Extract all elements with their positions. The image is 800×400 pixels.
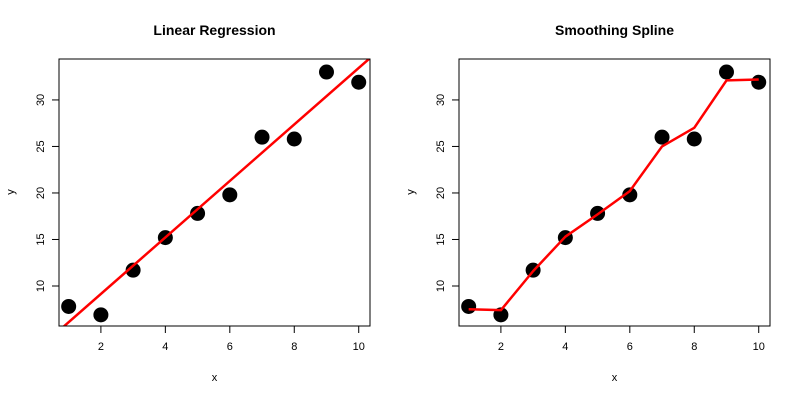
data-point [318,64,334,80]
data-point [61,298,77,314]
x-axis-label: x [212,372,218,384]
panel-linear-regression: Linear Regression x y 2 4 6 8 10 10 15 20 25 30 [5,22,371,384]
x-tick-label: 6 [627,341,633,353]
y-tick-label: 25 [35,140,47,152]
data-point [351,74,367,90]
data-point [686,131,702,147]
fit-line [62,59,370,326]
plot-box [58,58,371,327]
fit-line [468,78,759,312]
y-tick-label: 20 [35,187,47,199]
x-tick-label: 10 [353,341,365,353]
x-tick-label: 2 [98,341,104,353]
y-tick-label: 30 [435,94,447,106]
data-point [190,205,206,221]
x-tick-label: 8 [691,341,697,353]
y-tick-label: 25 [435,140,447,152]
x-axis-label: x [612,372,618,384]
y-tick-label: 10 [35,280,47,292]
chart-title: Linear Regression [153,22,275,38]
data-point [222,187,238,203]
data-point [718,64,734,80]
y-tick-label: 30 [35,94,47,106]
y-tick-label: 15 [35,233,47,245]
x-tick-label: 4 [162,341,168,353]
data-point [254,129,270,145]
data-point [286,131,302,147]
y-axis-label: y [405,189,417,195]
data-point [125,262,141,278]
y-tick-label: 20 [435,187,447,199]
x-tick-label: 2 [498,341,504,353]
plot-marks: 2 4 6 8 10 10 15 20 25 30 [35,58,371,353]
chart-title: Smoothing Spline [555,22,674,38]
data-point [654,129,670,145]
x-tick-label: 6 [227,341,233,353]
x-tick-label: 4 [562,341,568,353]
y-tick-label: 15 [435,233,447,245]
data-point [622,187,638,203]
data-point [751,74,767,90]
plot-box [458,58,771,327]
y-tick-label: 10 [435,280,447,292]
x-tick-label: 10 [753,341,765,353]
plot-marks: 2 4 6 8 10 10 15 20 25 30 [435,58,771,353]
y-axis-label: y [5,189,17,195]
data-point [461,298,477,314]
panel-smoothing-spline: Smoothing Spline x y 2 4 6 8 10 10 15 20 25 30 [405,22,771,384]
x-tick-label: 8 [291,341,297,353]
data-point [93,307,109,323]
